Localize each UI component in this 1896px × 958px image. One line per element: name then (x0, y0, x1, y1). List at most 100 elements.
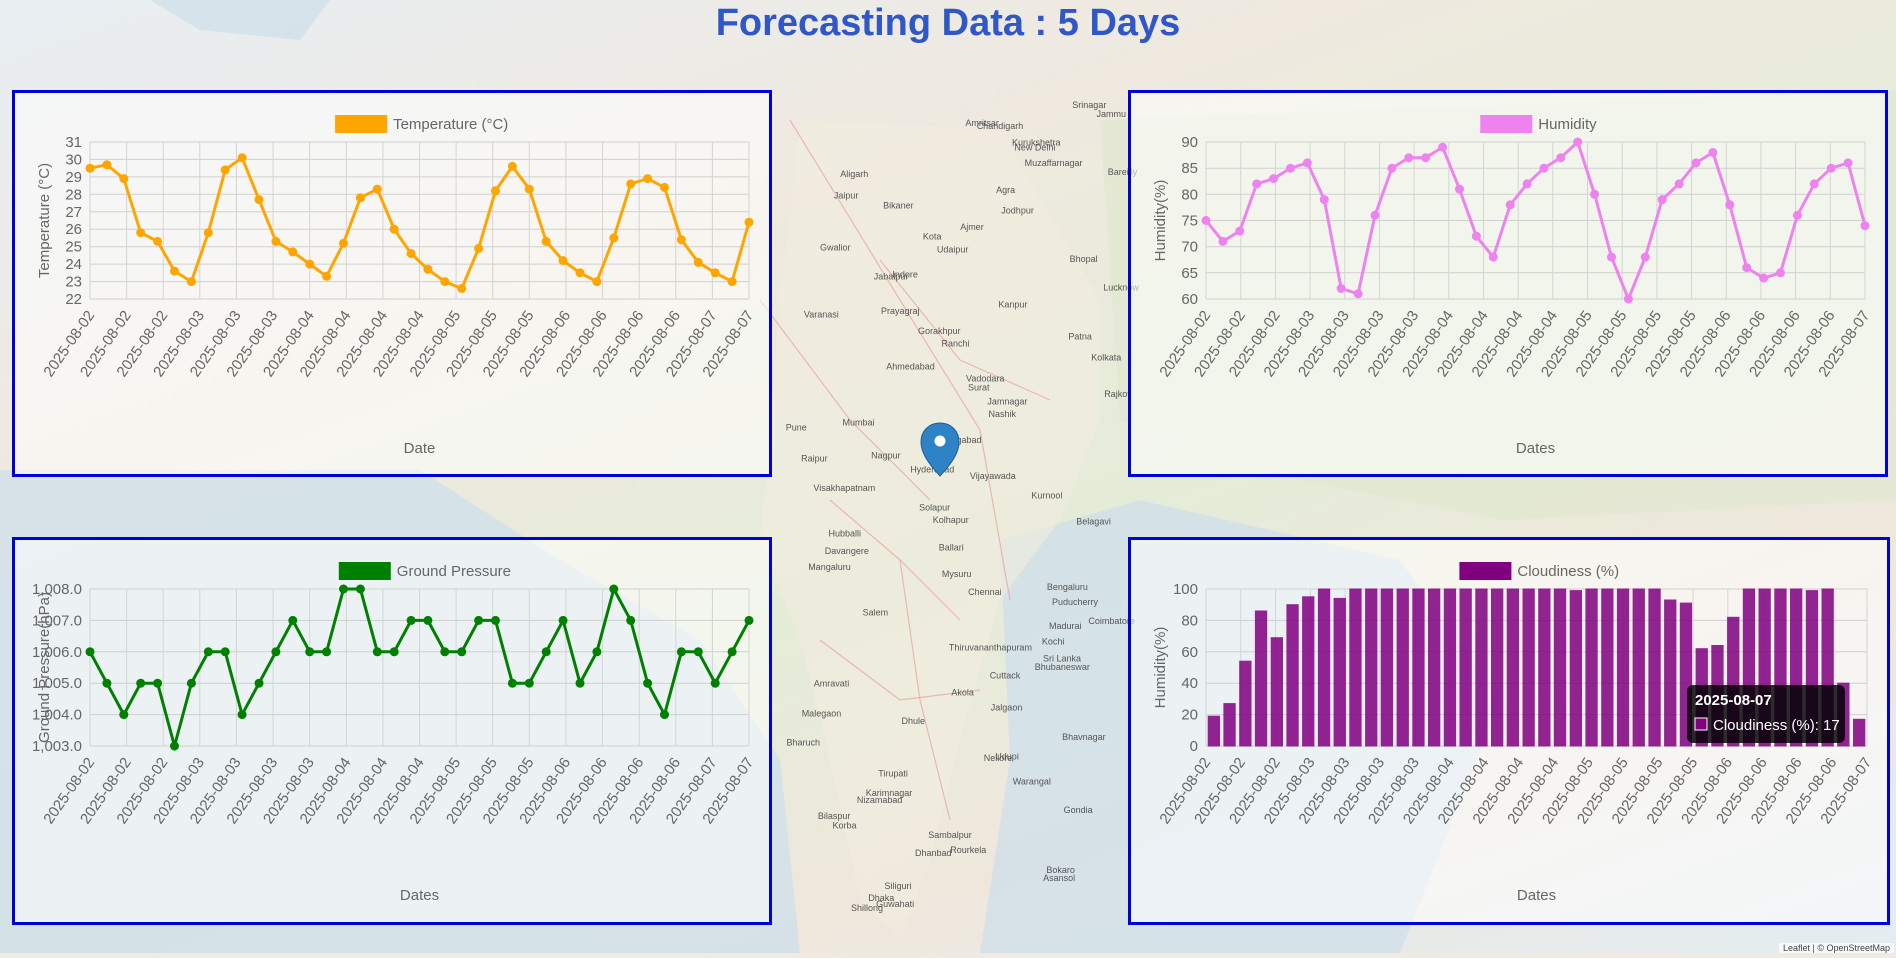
map-city-label: Akola (951, 688, 974, 698)
bar (1601, 588, 1614, 747)
map-city-label: Amravati (814, 678, 850, 688)
map-city-label: Bhavnagar (1062, 732, 1106, 742)
map-city-label: Kurukshetra (1012, 138, 1061, 148)
map-city-label: Ballari (939, 543, 964, 553)
map-marker-icon[interactable] (920, 422, 960, 477)
data-point (355, 193, 365, 203)
bar (1459, 588, 1472, 747)
map-marker-dot (934, 435, 946, 447)
data-point (507, 161, 517, 171)
map-city-label: Bharuch (787, 738, 821, 748)
map-marker-pin (920, 422, 960, 477)
y-tick-label: 1,004.0 (32, 707, 82, 724)
series-line (1204, 139, 1867, 304)
data-point (660, 182, 669, 192)
data-point (85, 647, 95, 657)
map-city-label: Mumbai (843, 417, 875, 427)
y-tick-label: 26 (65, 221, 82, 238)
y-tick-label: 1,003.0 (32, 738, 82, 755)
bar (1254, 610, 1268, 747)
humidity-chart[interactable]: Humidity606570758085902025-08-022025-08-… (1131, 93, 1885, 474)
data-point (744, 615, 754, 625)
bar (1616, 588, 1630, 747)
data-point (1387, 163, 1397, 173)
map-city-label: Kota (923, 231, 942, 241)
bar (1632, 588, 1645, 747)
map-city-label: Srinagar (1072, 100, 1106, 110)
bar (1506, 588, 1520, 747)
data-point (507, 678, 517, 688)
map-city-label: Karimnagar (866, 788, 913, 798)
map-city-label: Guwahati (876, 899, 914, 909)
data-point (1421, 153, 1431, 163)
cloudiness-chart-panel: Cloudiness (%) 0 20 40 60 80 100 2025-08-02 2025… (1128, 537, 1890, 925)
data-point (389, 224, 399, 234)
data-point (1573, 137, 1583, 147)
data-point (1809, 179, 1819, 189)
data-point (254, 678, 264, 688)
series-line (89, 155, 751, 291)
y-tick-label: 40 (1181, 675, 1198, 692)
map-city-label: Prayagraj (881, 306, 920, 316)
data-point (1539, 163, 1549, 173)
data-point (710, 268, 720, 278)
data-point (1607, 252, 1616, 262)
data-point (491, 615, 500, 625)
y-tick-label: 20 (1181, 707, 1198, 724)
map-road (789, 119, 1011, 601)
data-point (744, 217, 754, 227)
map-city-label: Jamnagar (987, 397, 1027, 407)
data-point (254, 195, 264, 205)
map-city-label: Hyderabad (910, 465, 954, 475)
map-city-label: Gorakhpur (918, 326, 961, 336)
data-point (592, 277, 602, 287)
data-point (1455, 184, 1464, 194)
map-city-label: Bikaner (883, 201, 914, 211)
data-point (1218, 236, 1228, 246)
map-city-label: Thiruvananthapuram (949, 643, 1032, 653)
data-point (1691, 158, 1701, 168)
temperature-chart[interactable]: Temperature (°C)222324252627282930312025… (15, 93, 769, 474)
map-city-label: Bhopal (1070, 254, 1098, 264)
data-point (136, 678, 146, 688)
data-point (440, 647, 450, 657)
data-point (643, 678, 653, 688)
data-point (1488, 252, 1498, 262)
data-point (710, 678, 720, 688)
map-city-label: Nellore (984, 753, 1013, 763)
bar (1365, 588, 1378, 747)
cloudiness-chart[interactable]: Cloudiness (%)0204060801002025-08-022025… (1131, 540, 1887, 922)
data-point (170, 266, 179, 276)
bar (1664, 599, 1677, 747)
data-point (271, 647, 281, 657)
map-city-label: Bengaluru (1047, 582, 1088, 592)
data-point (474, 615, 484, 625)
y-tick-label: 29 (65, 169, 82, 186)
map-city-label: Jalgaon (991, 702, 1023, 712)
data-point (153, 236, 163, 246)
data-point (153, 678, 163, 688)
data-point (558, 615, 568, 625)
map-city-label: Siliguri (885, 881, 912, 891)
data-point (1776, 268, 1785, 278)
legend-label: Humidity (1538, 116, 1597, 133)
data-point (186, 277, 196, 287)
y-tick-label: 85 (1181, 160, 1198, 177)
tooltip: 2025-08-07 Cloudiness (%): 17 (1687, 685, 1845, 743)
tooltip-label: Cloudiness (%): 17 (1713, 717, 1840, 734)
ground-pressure-chart-panel: Ground Pressure 1,003.0 1,004.0 1,005.0 1,00… (12, 537, 772, 925)
map-attribution[interactable]: Leaflet | © OpenStreetMap (1778, 943, 1894, 953)
y-tick-label: 65 (1181, 265, 1198, 282)
data-point (271, 236, 281, 246)
y-axis-title: Temperature (°C) (36, 163, 53, 278)
map-city-label: Agra (996, 185, 1015, 195)
y-tick-label: 75 (1181, 213, 1198, 230)
data-point (626, 615, 636, 625)
data-point (1201, 216, 1211, 225)
ground-pressure-chart[interactable]: Ground Pressure 1,003.0 1,004.0 1,005.0 1,00… (15, 540, 769, 922)
bar (1286, 604, 1299, 747)
bar (1349, 588, 1362, 747)
data-point (102, 678, 112, 688)
data-point (203, 647, 213, 657)
map-city-label: Nashik (989, 409, 1017, 419)
